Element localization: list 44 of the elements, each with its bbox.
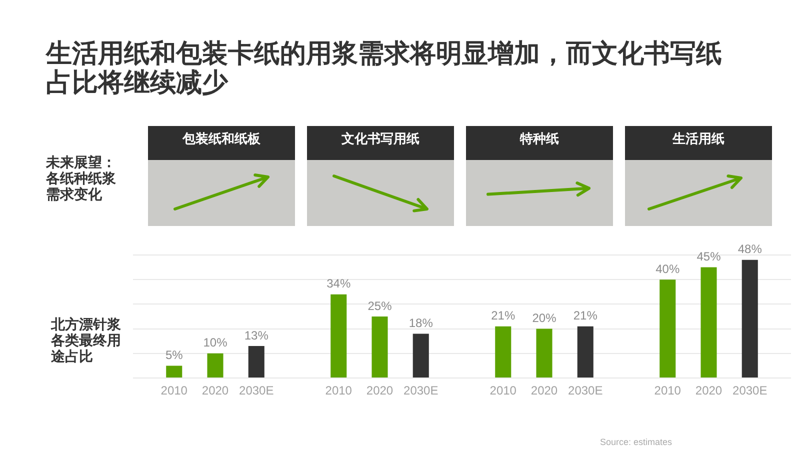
series-label: 2030E bbox=[239, 383, 274, 398]
series-label: 2010 bbox=[160, 383, 188, 398]
data-label: 18% bbox=[408, 316, 434, 330]
text: 2010 bbox=[654, 383, 681, 398]
x-tick-label: 包装纸和纸板 bbox=[182, 132, 260, 148]
data-label: 45% bbox=[696, 250, 722, 264]
bar bbox=[495, 326, 512, 378]
bar bbox=[742, 260, 758, 378]
bar bbox=[412, 334, 429, 378]
bar bbox=[577, 326, 594, 378]
bar bbox=[700, 267, 717, 378]
data-label: 5% bbox=[165, 348, 184, 362]
bar bbox=[372, 316, 388, 378]
bar bbox=[660, 280, 676, 378]
text: 2010 bbox=[325, 383, 352, 398]
text: 2020 bbox=[695, 383, 722, 398]
series-label: 2020 bbox=[202, 383, 229, 398]
bar bbox=[207, 353, 224, 378]
x-tick-label: 文化书写用纸 bbox=[342, 132, 420, 148]
text: 2030E bbox=[568, 383, 603, 398]
text: 北方漂针浆各类最终用途占比 bbox=[51, 317, 122, 365]
data-label: 13% bbox=[244, 328, 269, 342]
x-tick-label: 特种纸 bbox=[520, 132, 559, 148]
x-tick-label: 生活用纸 bbox=[672, 132, 724, 148]
text: 2010 bbox=[490, 383, 516, 398]
data-label: 48% bbox=[738, 242, 762, 256]
text: 2020 bbox=[366, 383, 394, 398]
data-label: 10% bbox=[203, 336, 228, 350]
data-label: 25% bbox=[368, 298, 392, 313]
data-label: 21% bbox=[573, 308, 598, 323]
text: 2030E bbox=[404, 383, 438, 398]
bar bbox=[536, 328, 552, 378]
text: 2030E bbox=[732, 383, 768, 398]
data-label: 20% bbox=[532, 311, 557, 326]
data-label: 21% bbox=[491, 308, 516, 323]
bar bbox=[330, 294, 347, 378]
source-note: Source: estimates bbox=[600, 437, 672, 447]
text: 2020 bbox=[530, 383, 558, 398]
bar bbox=[248, 346, 264, 378]
data-label: 34% bbox=[326, 276, 351, 291]
bar bbox=[166, 366, 182, 378]
chart-title: 生活用纸和包装卡纸的用浆需求将明显增加，而文化书写纸占比将继续减少 bbox=[46, 39, 723, 98]
data-label: 40% bbox=[656, 262, 680, 276]
text: 未来展望：各纸种纸浆需求变化 bbox=[46, 155, 117, 203]
